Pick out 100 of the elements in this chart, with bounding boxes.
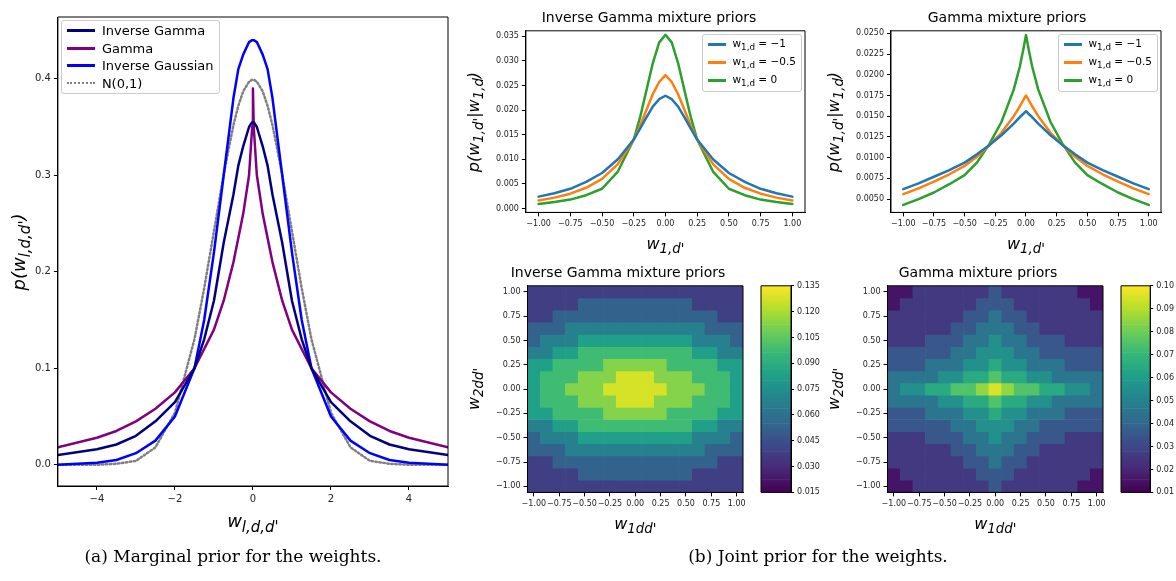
text: (a) Marginal prior for the weights. <box>83 546 383 566</box>
y-tick-label: 0.75 <box>502 311 521 321</box>
y-tick-label: 0.50 <box>502 335 521 345</box>
x-tick-label: 0.25 <box>1047 219 1066 229</box>
x-axis-title: w$_{1dd'}$ <box>613 514 658 537</box>
x-tick-label: −0.75 <box>921 219 947 229</box>
y-tick-label: 0.0125 <box>855 132 884 142</box>
color-bar-label: 0.060 <box>797 410 820 419</box>
y-tick-label: 0.00 <box>862 384 881 394</box>
text: (b) Joint prior for the weights. <box>687 546 949 566</box>
color-bar-label: 0.045 <box>797 435 820 445</box>
legend-label: Inverse Gamma <box>101 22 206 40</box>
y-tick-label: 0.0150 <box>855 111 884 121</box>
x-tick-label: −2 <box>167 492 183 504</box>
color-bar-label: 0.01 <box>1156 487 1174 497</box>
x-tick-label: 0.25 <box>1011 499 1030 509</box>
color-bar-label: 0.135 <box>797 280 820 290</box>
color-bar-label: 0.08 <box>1156 326 1174 336</box>
x-tick-label: −0.75 <box>558 219 583 229</box>
chart-title: Gamma mixture priors <box>927 9 1087 26</box>
y-tick-label: 0.0175 <box>855 90 884 100</box>
x-tick-label: 0.00 <box>656 219 675 229</box>
color-bar-label: 0.05 <box>1156 395 1174 405</box>
x-tick-label: −0.75 <box>546 499 572 509</box>
y-tick-label: 0.035 <box>496 31 519 41</box>
y-tick-label: −0.75 <box>496 457 521 467</box>
x-tick-label: 0.50 <box>1037 499 1055 509</box>
x-tick-label: −0.50 <box>932 499 957 509</box>
legend-label: N(0,1) <box>101 74 143 93</box>
y-tick-label: 0.030 <box>496 55 519 65</box>
x-tick-label: 0.75 <box>1062 499 1081 509</box>
x-axis-title: w$_{1dd'}$ <box>973 514 1018 537</box>
y-tick-label: 0.1 <box>35 361 51 373</box>
x-tick-label: 1.00 <box>727 499 746 509</box>
x-tick-label: 0.00 <box>1017 219 1035 229</box>
y-tick-label: −0.25 <box>496 408 521 418</box>
chart-title: Inverse Gamma mixture priors <box>541 9 757 26</box>
y-tick-label: −0.50 <box>496 432 521 442</box>
legend-label: w$_{1,d}$ = −0.5 <box>1088 53 1152 72</box>
color-bar-label: 0.10 <box>1156 280 1174 290</box>
legend-label: Gamma <box>101 39 154 58</box>
y-tick-label: 0.020 <box>496 105 519 115</box>
x-tick-label: 0 <box>249 492 257 504</box>
y-tick-label: −0.75 <box>856 457 881 467</box>
x-tick-label: 1.00 <box>1139 219 1158 229</box>
x-tick-label: 2 <box>327 492 335 504</box>
y-tick-label: 0.0250 <box>855 28 884 38</box>
x-tick-label: 0.25 <box>651 499 670 509</box>
x-tick-label: −4 <box>89 492 105 504</box>
x-tick-label: −1.00 <box>521 499 547 509</box>
x-tick-label: 0.50 <box>1078 219 1097 229</box>
y-tick-label: 0.3 <box>35 168 51 180</box>
x-tick-label: −0.25 <box>983 219 1008 229</box>
x-tick-label: 4 <box>405 492 413 504</box>
y-tick-label: −0.25 <box>856 408 881 418</box>
x-tick-label: −1.00 <box>526 219 551 229</box>
y-tick-label: 0.0075 <box>855 173 884 183</box>
x-tick-label: 0.50 <box>719 219 738 229</box>
color-bar-label: 0.06 <box>1156 372 1174 382</box>
y-tick-label: 0.025 <box>496 80 519 90</box>
x-axis-title: w$_{1,d'}$ <box>645 234 686 257</box>
x-tick-label: −0.50 <box>952 219 977 229</box>
x-tick-label: −0.25 <box>957 499 983 509</box>
color-bar-label: 0.105 <box>797 332 820 342</box>
color-bar-label: 0.090 <box>797 358 820 368</box>
y-tick-label: 0.2 <box>35 265 51 277</box>
x-tick-label: 0.75 <box>751 219 770 229</box>
x-tick-label: 0.00 <box>626 499 645 509</box>
x-tick-label: 1.00 <box>783 219 802 229</box>
y-tick-label: 1.00 <box>502 286 521 296</box>
x-tick-label: 0.50 <box>677 499 695 509</box>
color-bar-label: 0.04 <box>1156 418 1174 428</box>
color-bar-label: 0.075 <box>797 384 820 394</box>
x-tick-label: −0.25 <box>597 499 623 509</box>
x-tick-label: −1.00 <box>881 499 907 509</box>
y-tick-label: 0.005 <box>496 178 519 188</box>
x-tick-label: 0.75 <box>1109 219 1127 229</box>
legend-label: Inverse Gaussian <box>101 57 214 75</box>
y-tick-label: 0.25 <box>502 359 521 369</box>
x-tick-label: 0.75 <box>702 499 721 509</box>
x-tick-label: −0.50 <box>589 219 615 229</box>
y-tick-label: 1.00 <box>862 286 881 296</box>
y-tick-label: −0.50 <box>856 432 881 442</box>
x-axis-title: w$_{l,d,d'}$ <box>226 510 280 536</box>
x-tick-label: 0.25 <box>688 219 707 229</box>
legend-label: w$_{1,d}$ = −0.5 <box>732 53 796 72</box>
legend-label: w$_{1,d}$ = 0 <box>732 71 778 90</box>
color-bar-label: 0.03 <box>1156 441 1174 451</box>
legend-label: w$_{1,d}$ = 0 <box>1088 71 1134 90</box>
x-tick-label: 1.00 <box>1087 499 1106 509</box>
y-tick-label: 0.75 <box>862 311 881 321</box>
y-tick-label: −1.00 <box>496 481 521 491</box>
color-bar-label: 0.02 <box>1156 464 1174 474</box>
y-tick-label: 0.00 <box>502 384 521 394</box>
y-tick-label: 0.010 <box>496 154 519 164</box>
legend-label: w$_{1,d}$ = −1 <box>1088 35 1142 54</box>
y-tick-label: 0.25 <box>862 359 881 369</box>
legend-label: w$_{1,d}$ = −1 <box>732 35 786 54</box>
y-tick-label: 0.0200 <box>855 69 884 79</box>
x-tick-label: −0.50 <box>572 499 597 509</box>
